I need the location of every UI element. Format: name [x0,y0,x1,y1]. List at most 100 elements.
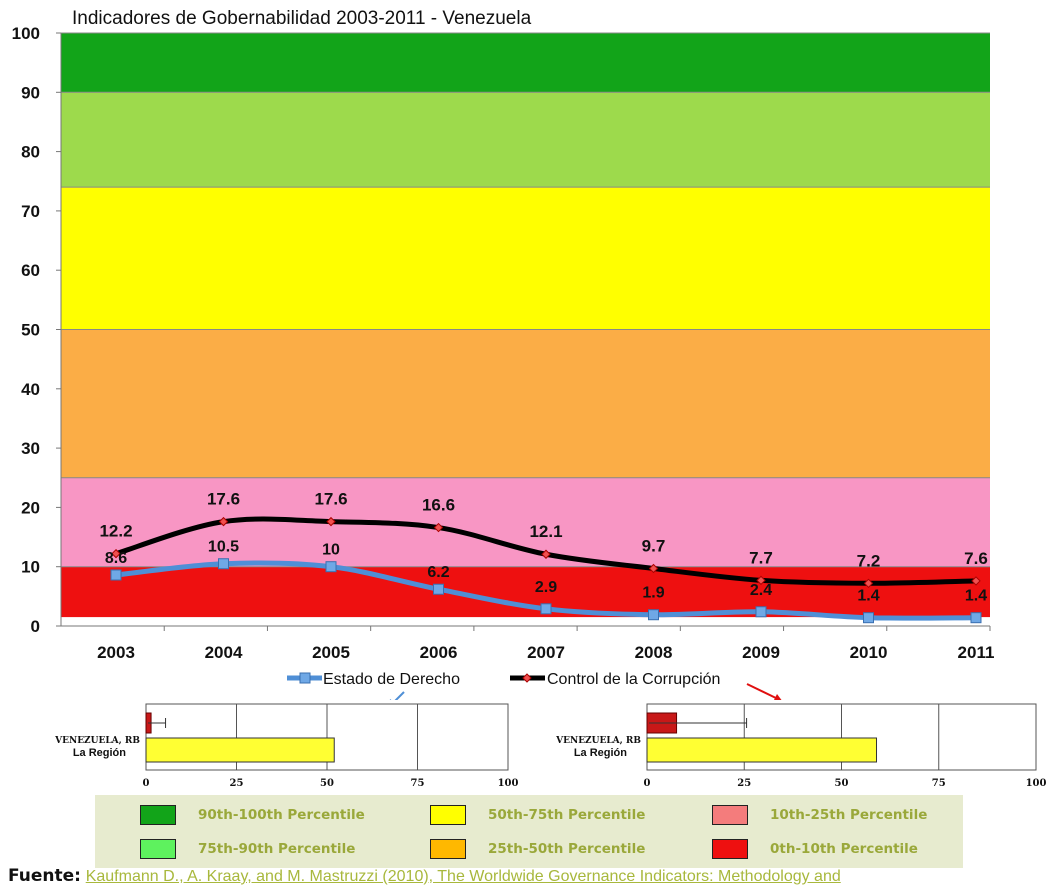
y-tick-label: 70 [21,202,40,221]
x-tick-label: 2010 [850,643,888,662]
y-tick-label: 10 [21,558,40,577]
chart-title: Indicadores de Gobernabilidad 2003-2011 … [72,8,532,29]
series-point-corrupcion [648,563,659,574]
x-tick-label: 2005 [312,643,350,662]
data-label-estado: 1.9 [642,585,664,602]
legend-label: 75th-90th Percentile [198,841,356,857]
band-0 [61,33,990,93]
legend-label: 50th-75th Percentile [488,807,646,823]
series-point-corrupcion [971,576,981,586]
legend-label-estado: Estado de Derecho [323,671,460,688]
series-point-estado [755,606,767,618]
data-label-estado: 10 [322,542,340,559]
data-label-estado: 2.9 [535,579,557,596]
series-point-estado [970,612,982,624]
mini-x-tick-label: 75 [411,778,425,789]
y-tick-label: 90 [21,83,40,102]
x-tick-label: 2007 [527,643,565,662]
mini-x-tick-label: 50 [320,778,334,789]
band-4 [61,477,990,567]
band-2 [61,187,990,330]
series-point-corrupcion [326,516,336,527]
legend-marker-corrupcion [522,673,532,683]
source-label: Fuente: [8,866,81,886]
data-label-estado: 6.2 [427,564,449,581]
data-label-estado: 1.4 [965,588,987,605]
source-link[interactable]: Kaufmann D., A. Kraay, and M. Mastruzzi … [85,868,841,885]
mini-x-tick-label: 0 [644,778,651,789]
arrow-estado-head [389,699,392,700]
x-tick-label: 2008 [635,643,673,662]
legend-marker-estado [299,672,311,684]
data-label-estado: 1.4 [857,588,879,605]
data-label-corrupcion: 12.1 [529,522,562,541]
mini-category-label: La Región [574,747,627,759]
band-5 [61,566,990,618]
legend-swatch [430,805,466,825]
mini-category-label: La Región [73,747,126,759]
legend-swatch [140,839,176,859]
x-tick-label: 2006 [420,643,458,662]
series-point-estado [218,558,229,570]
series-point-estado [110,569,122,581]
mini-x-tick-label: 100 [498,778,519,789]
x-tick-label: 2009 [742,643,780,662]
data-label-estado: 10.5 [208,539,239,556]
data-label-estado: 8.6 [105,550,127,567]
y-tick-label: 40 [21,380,40,399]
legend-label: 90th-100th Percentile [198,807,365,823]
series-point-estado [325,561,337,573]
legend-swatch [430,839,466,859]
mini-x-tick-label: 25 [737,778,751,789]
y-tick-label: 50 [21,321,40,340]
data-label-corrupcion: 17.6 [314,490,347,509]
legend-label: 10th-25th Percentile [770,807,928,823]
data-label-estado: 2.4 [750,582,772,599]
series-point-corrupcion [433,522,444,533]
y-tick-label: 80 [21,143,40,162]
series-point-corrupcion [756,575,766,586]
percentile-legend: 90th-100th Percentile 50th-75th Percenti… [95,795,963,868]
data-label-corrupcion: 9.7 [642,536,666,555]
mini-category-label: VENEZUELA, RB [54,736,140,746]
legend-label: 25th-50th Percentile [488,841,646,857]
mini-bar-region [145,737,335,763]
y-tick-label: 60 [21,261,40,280]
series-point-estado [648,609,659,621]
arrow-corrupcion-head [774,694,782,700]
y-tick-label: 0 [31,617,40,636]
band-3 [61,329,990,478]
series-point-corrupcion [218,516,229,527]
mini-x-tick-label: 0 [143,778,150,789]
data-label-corrupcion: 7.6 [964,549,988,568]
mini-category-label: VENEZUELA, RB [555,736,641,746]
series-point-corrupcion [863,578,874,589]
legend-swatch [712,805,748,825]
data-label-corrupcion: 17.6 [207,490,240,509]
series-point-corrupcion [541,549,551,559]
main-chart: Indicadores de Gobernabilidad 2003-2011 … [12,8,995,700]
legend-label-corrupcion: Control de la Corrupción [547,671,720,688]
x-tick-label: 2004 [205,643,243,662]
band-1 [61,92,990,188]
legend-label: 0th-10th Percentile [770,841,918,857]
x-tick-label: 2011 [958,643,995,662]
arrow-estado-shaft [394,691,405,700]
series-point-estado [540,603,552,615]
x-tick-label: 2003 [97,643,135,662]
y-tick-label: 100 [12,24,40,43]
mini-x-tick-label: 25 [230,778,244,789]
data-label-corrupcion: 7.2 [857,551,881,570]
mini-x-tick-label: 50 [835,778,849,789]
arrow-corrupcion-shaft [746,683,779,700]
data-label-corrupcion: 16.6 [422,496,455,515]
series-point-estado [433,583,444,595]
series-point-estado [863,612,874,624]
y-tick-label: 30 [21,439,40,458]
legend-swatch [712,839,748,859]
mini-x-tick-label: 100 [1026,778,1047,789]
data-label-corrupcion: 7.7 [749,548,773,567]
y-tick-label: 20 [21,498,40,517]
mini-bar-region [646,737,878,763]
